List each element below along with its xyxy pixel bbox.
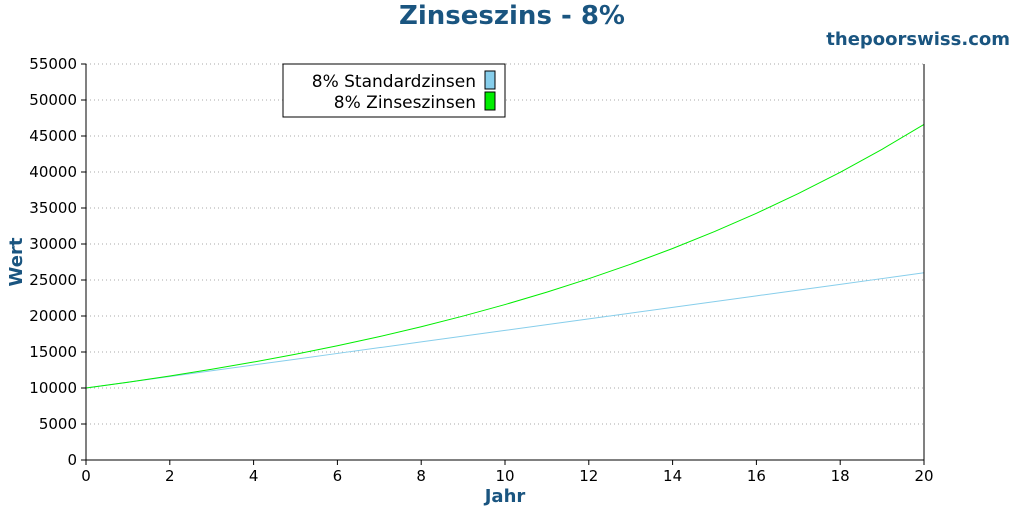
x-tick-label: 10 <box>495 467 514 485</box>
legend-swatch-standard <box>484 70 496 90</box>
x-tick-label: 12 <box>579 467 598 485</box>
y-tick-label: 15000 <box>29 343 77 361</box>
grid <box>86 63 924 425</box>
x-tick-label: 20 <box>914 467 933 485</box>
legend-swatch-compound <box>484 91 496 111</box>
y-tick-label: 55000 <box>29 55 77 73</box>
x-tick-label: 14 <box>663 467 682 485</box>
y-tick-label: 30000 <box>29 235 77 253</box>
y-tick-label: 50000 <box>29 91 77 109</box>
x-tick-label: 6 <box>333 467 343 485</box>
legend-label-standard: 8% Standardzinsen <box>312 72 476 92</box>
x-tick-label: 18 <box>831 467 850 485</box>
legend-label-compound: 8% Zinseszinsen <box>334 93 476 113</box>
y-axis-label: Wert <box>6 237 27 286</box>
y-tick-label: 5000 <box>39 415 77 433</box>
x-tick-label: 4 <box>249 467 259 485</box>
y-tick-label: 10000 <box>29 379 77 397</box>
chart-title: Zinseszins - 8% <box>399 1 625 31</box>
y-tick-label: 20000 <box>29 307 77 325</box>
ticks: 0 5000 10000 15000 20000 25000 30000 35000 40000… <box>29 55 933 485</box>
x-tick-label: 2 <box>165 467 175 485</box>
x-tick-label: 8 <box>416 467 426 485</box>
y-tick-label: 35000 <box>29 199 77 217</box>
x-tick-label: 16 <box>747 467 766 485</box>
y-tick-label: 45000 <box>29 127 77 145</box>
x-tick-label: 0 <box>81 467 91 485</box>
series-group <box>85 123 925 389</box>
legend: 8% Standardzinsen 8% Zinseszinsen <box>282 63 506 118</box>
series-line-standard <box>85 272 925 389</box>
series-line-compound <box>85 123 925 389</box>
legend-box <box>282 63 506 118</box>
x-axis-label: Jahr <box>483 486 526 507</box>
site-brand: thepoorswiss.com <box>826 29 1010 50</box>
y-tick-label: 25000 <box>29 271 77 289</box>
y-tick-label: 0 <box>67 451 77 469</box>
y-tick-label: 40000 <box>29 163 77 181</box>
